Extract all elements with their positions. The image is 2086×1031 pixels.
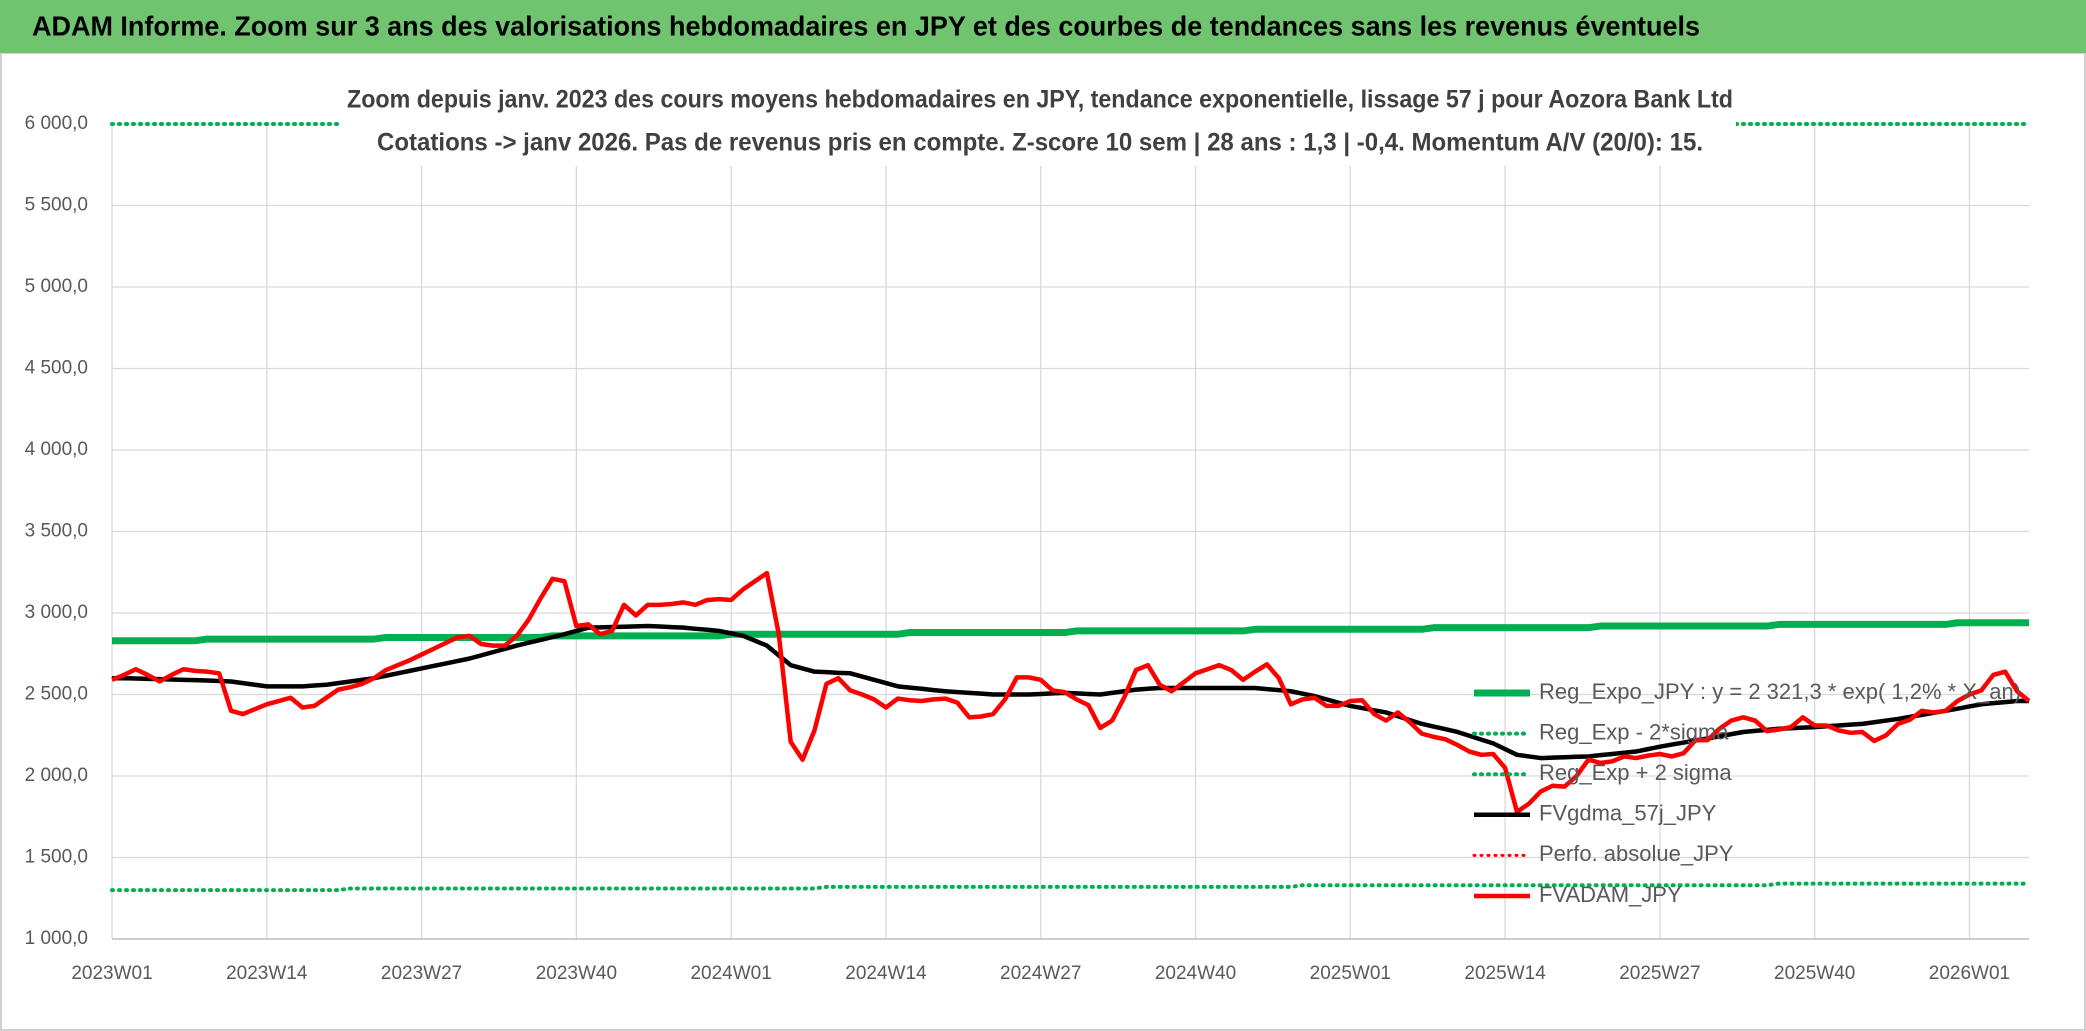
title-box [339, 77, 1736, 166]
x-tick-label: 2025W14 [1464, 963, 1546, 984]
y-tick-label: 2 000,0 [25, 765, 88, 786]
series-line [110, 881, 2031, 893]
y-tick-label: 4 500,0 [25, 358, 88, 379]
y-tick-label: 5 000,0 [25, 276, 88, 297]
series-line [111, 570, 2031, 815]
y-tick-label: 3 000,0 [25, 602, 88, 623]
legend-label: Reg_Exp - 2*sigma [1539, 719, 1729, 744]
x-tick-label: 2023W40 [536, 963, 617, 984]
x-tick-label: 2023W01 [71, 963, 152, 984]
x-tick-label: 2024W40 [1155, 963, 1236, 984]
y-tick-label: 4 000,0 [25, 439, 88, 460]
header-title: ADAM Informe. Zoom sur 3 ans des valoris… [32, 10, 1700, 41]
legend-label: FVgdma_57j_JPY [1539, 801, 1717, 826]
x-tick-label: 2025W01 [1310, 963, 1391, 984]
chart-subtitle: Cotations -> janv 2026. Pas de revenus p… [377, 129, 1703, 157]
x-tick-label: 2024W14 [845, 963, 927, 984]
legend-label: FVADAM_JPY [1539, 882, 1682, 907]
legend-label: Reg_Expo_JPY : y = 2 321,3 * exp( 1,2% *… [1539, 679, 2021, 704]
x-tick-label: 2025W27 [1619, 963, 1700, 984]
y-tick-label: 1 000,0 [25, 928, 88, 949]
legend: Reg_Expo_JPY : y = 2 321,3 * exp( 1,2% *… [1472, 679, 2021, 907]
header-bar [0, 0, 2086, 53]
x-tick-label: 2023W27 [381, 963, 462, 984]
x-tick-label: 2026W01 [1929, 963, 2010, 984]
y-tick-label: 1 500,0 [25, 847, 88, 868]
x-tick-label: 2024W01 [690, 963, 771, 984]
legend-label: Reg_Exp + 2 sigma [1539, 760, 1732, 785]
y-tick-label: 2 500,0 [25, 684, 88, 705]
x-tick-label: 2025W40 [1774, 963, 1855, 984]
y-tick-label: 3 500,0 [25, 521, 88, 542]
y-tick-label: 5 500,0 [25, 195, 88, 216]
x-tick-label: 2023W14 [226, 963, 308, 984]
y-tick-label: 6 000,0 [25, 113, 88, 134]
chart-title: Zoom depuis janv. 2023 des cours moyens … [347, 86, 1733, 114]
x-tick-label: 2024W27 [1000, 963, 1081, 984]
series-line [112, 619, 2029, 645]
legend-label: Perfo. absolue_JPY [1539, 841, 1734, 866]
